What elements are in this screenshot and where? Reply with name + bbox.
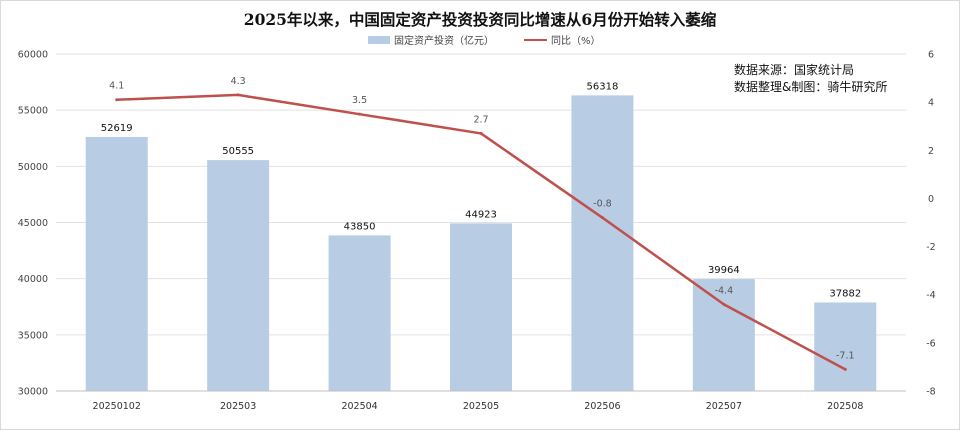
line-point bbox=[115, 98, 119, 102]
y-left-tick-label: 30000 bbox=[18, 387, 48, 398]
line-point bbox=[479, 131, 483, 135]
bar-value-label: 44923 bbox=[465, 209, 497, 220]
bar-value-label: 50555 bbox=[222, 146, 254, 157]
y-right-tick-label: -8 bbox=[926, 387, 935, 398]
x-tick-label: 202503 bbox=[220, 401, 256, 412]
x-tick-label: 202505 bbox=[463, 401, 499, 412]
bar-value-label: 52619 bbox=[101, 123, 133, 134]
bar-value-label: 37882 bbox=[829, 288, 861, 299]
y-left-tick-label: 50000 bbox=[18, 162, 48, 173]
y-left-tick-label: 45000 bbox=[18, 218, 48, 229]
bar-value-label: 39964 bbox=[708, 265, 740, 276]
legend-line-label: 同比（%） bbox=[551, 35, 601, 47]
bar-value-label: 56318 bbox=[587, 81, 619, 92]
line-value-label: 3.5 bbox=[352, 95, 367, 106]
line-value-label: -7.1 bbox=[836, 350, 855, 361]
y-right-tick-label: -4 bbox=[926, 290, 935, 301]
line-point bbox=[358, 112, 362, 116]
line-point bbox=[600, 216, 604, 220]
y-left-tick-label: 60000 bbox=[18, 50, 48, 61]
legend-bar-label: 固定资产投资（亿元） bbox=[394, 34, 494, 47]
line-value-label: 4.1 bbox=[109, 81, 124, 92]
y-right-tick-label: 0 bbox=[928, 194, 934, 205]
line-value-label: -4.4 bbox=[715, 285, 734, 296]
credit-note: 数据整理&制图：骑牛研究所 bbox=[734, 79, 887, 94]
bar bbox=[207, 160, 270, 391]
x-tick-label: 202504 bbox=[341, 401, 377, 412]
bar-series bbox=[85, 95, 877, 391]
y-left-tick-label: 55000 bbox=[18, 106, 48, 117]
y-axis-right: -8 -6 -4 -2 0 2 4 6 bbox=[926, 50, 935, 398]
chart-legend: 固定资产投资（亿元） 同比（%） bbox=[368, 34, 601, 47]
line-value-label: 2.7 bbox=[473, 114, 488, 125]
bar bbox=[85, 136, 148, 391]
y-right-tick-label: -6 bbox=[926, 338, 935, 349]
y-left-tick-label: 40000 bbox=[18, 274, 48, 285]
y-left-tick-label: 35000 bbox=[18, 330, 48, 341]
line-value-label: 4.3 bbox=[231, 76, 246, 87]
x-tick-label: 202507 bbox=[706, 401, 742, 412]
bar bbox=[571, 95, 634, 391]
bar bbox=[692, 279, 755, 391]
line-point bbox=[843, 367, 847, 371]
bar-value-label: 43850 bbox=[344, 221, 376, 232]
bar bbox=[450, 223, 512, 391]
y-right-tick-label: -2 bbox=[926, 242, 935, 253]
x-tick-label: 202508 bbox=[827, 401, 863, 412]
y-right-tick-label: 2 bbox=[928, 146, 934, 157]
y-right-tick-label: 6 bbox=[928, 50, 934, 61]
line-series bbox=[115, 93, 847, 371]
bar bbox=[814, 302, 877, 391]
chart-title: 2025年以来，中国固定资产投资投资同比增速从6月份开始转入萎缩 bbox=[244, 10, 717, 29]
line-point bbox=[236, 93, 240, 97]
y-axis-left: 30000 35000 40000 45000 50000 55000 60000 bbox=[18, 50, 48, 398]
bar bbox=[328, 235, 391, 391]
x-tick-label: 20250102 bbox=[93, 401, 141, 412]
x-axis: 20250102 202503 202504 202505 202506 202507 20… bbox=[56, 390, 906, 412]
line-point bbox=[722, 302, 726, 306]
source-note: 数据来源：国家统计局 bbox=[734, 62, 854, 77]
y-right-tick-label: 4 bbox=[928, 98, 934, 109]
line-data-labels: 4.1 4.3 3.5 2.7 -0.8 -4.4 -7.1 bbox=[109, 76, 854, 361]
line-value-label: -0.8 bbox=[593, 199, 612, 210]
x-tick-label: 202506 bbox=[584, 401, 620, 412]
bar-data-labels: 52619 50555 43850 44923 56318 39964 37882 bbox=[101, 81, 861, 299]
legend-bar-swatch bbox=[368, 36, 390, 44]
